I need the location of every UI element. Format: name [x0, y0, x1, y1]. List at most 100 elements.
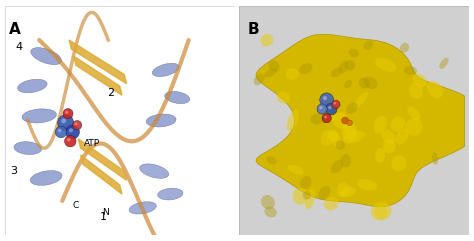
Ellipse shape	[31, 48, 62, 65]
Ellipse shape	[439, 58, 448, 69]
Text: 1: 1	[100, 212, 107, 222]
Circle shape	[61, 118, 66, 123]
Circle shape	[328, 106, 332, 109]
Ellipse shape	[158, 188, 183, 200]
Ellipse shape	[336, 140, 345, 150]
Circle shape	[322, 114, 331, 123]
Ellipse shape	[427, 81, 443, 98]
Ellipse shape	[319, 186, 330, 200]
Ellipse shape	[374, 205, 387, 219]
Ellipse shape	[277, 92, 290, 104]
Ellipse shape	[328, 130, 339, 142]
Circle shape	[67, 138, 71, 141]
Circle shape	[342, 117, 348, 124]
Ellipse shape	[302, 191, 311, 200]
Text: C: C	[73, 201, 79, 210]
Circle shape	[323, 96, 327, 100]
Ellipse shape	[310, 113, 326, 125]
Ellipse shape	[266, 156, 277, 165]
Ellipse shape	[371, 202, 392, 221]
Polygon shape	[81, 155, 122, 194]
Ellipse shape	[412, 74, 427, 87]
Text: B: B	[247, 22, 259, 37]
Ellipse shape	[400, 43, 409, 53]
Ellipse shape	[341, 154, 351, 167]
Circle shape	[58, 115, 74, 131]
Ellipse shape	[254, 74, 264, 85]
Text: 3: 3	[10, 166, 18, 176]
Text: ATP: ATP	[84, 139, 100, 148]
Circle shape	[64, 135, 76, 147]
Ellipse shape	[324, 197, 338, 210]
Ellipse shape	[260, 34, 273, 47]
Ellipse shape	[268, 60, 280, 72]
Ellipse shape	[345, 60, 355, 71]
Ellipse shape	[324, 109, 337, 117]
Ellipse shape	[286, 68, 299, 80]
Ellipse shape	[300, 176, 311, 189]
Ellipse shape	[327, 113, 345, 121]
Circle shape	[324, 116, 327, 118]
Ellipse shape	[328, 131, 342, 147]
Circle shape	[63, 108, 73, 119]
Ellipse shape	[404, 66, 417, 75]
Ellipse shape	[264, 68, 277, 77]
Circle shape	[326, 103, 337, 115]
Ellipse shape	[164, 91, 190, 104]
Text: A: A	[9, 22, 21, 37]
Text: 2: 2	[107, 88, 114, 98]
Ellipse shape	[391, 155, 407, 171]
Circle shape	[66, 125, 80, 139]
Ellipse shape	[364, 41, 373, 50]
Ellipse shape	[337, 182, 349, 197]
Ellipse shape	[405, 118, 423, 136]
Circle shape	[65, 111, 68, 114]
Ellipse shape	[261, 195, 275, 209]
Ellipse shape	[305, 189, 315, 209]
Circle shape	[332, 100, 340, 108]
Circle shape	[74, 123, 77, 125]
Circle shape	[55, 126, 67, 138]
Ellipse shape	[292, 187, 309, 205]
Ellipse shape	[264, 207, 277, 217]
Polygon shape	[256, 34, 465, 207]
Ellipse shape	[395, 128, 409, 145]
Ellipse shape	[339, 60, 348, 74]
Ellipse shape	[320, 130, 333, 146]
Circle shape	[319, 106, 322, 109]
Ellipse shape	[408, 106, 420, 121]
Ellipse shape	[359, 78, 369, 89]
Ellipse shape	[391, 116, 405, 132]
Ellipse shape	[364, 76, 378, 89]
Circle shape	[69, 128, 73, 132]
Ellipse shape	[343, 131, 365, 143]
Circle shape	[58, 129, 61, 132]
Ellipse shape	[18, 79, 47, 93]
Circle shape	[317, 104, 327, 114]
Polygon shape	[78, 139, 127, 180]
Ellipse shape	[432, 152, 438, 165]
Ellipse shape	[332, 112, 349, 129]
Ellipse shape	[331, 160, 344, 174]
Ellipse shape	[287, 109, 299, 131]
FancyBboxPatch shape	[239, 6, 469, 235]
Polygon shape	[69, 40, 127, 84]
Ellipse shape	[353, 92, 368, 108]
Ellipse shape	[129, 202, 156, 214]
Text: 4: 4	[15, 42, 22, 52]
Ellipse shape	[14, 142, 42, 154]
Ellipse shape	[288, 165, 304, 174]
Ellipse shape	[140, 164, 169, 178]
Ellipse shape	[343, 119, 357, 141]
Circle shape	[73, 120, 82, 130]
Circle shape	[334, 102, 336, 105]
Ellipse shape	[383, 139, 396, 153]
Ellipse shape	[22, 109, 56, 123]
Circle shape	[347, 120, 353, 126]
Ellipse shape	[146, 114, 176, 127]
Ellipse shape	[30, 171, 62, 185]
Ellipse shape	[357, 179, 377, 191]
Ellipse shape	[331, 67, 342, 77]
Text: N: N	[102, 208, 109, 217]
Ellipse shape	[381, 129, 396, 144]
